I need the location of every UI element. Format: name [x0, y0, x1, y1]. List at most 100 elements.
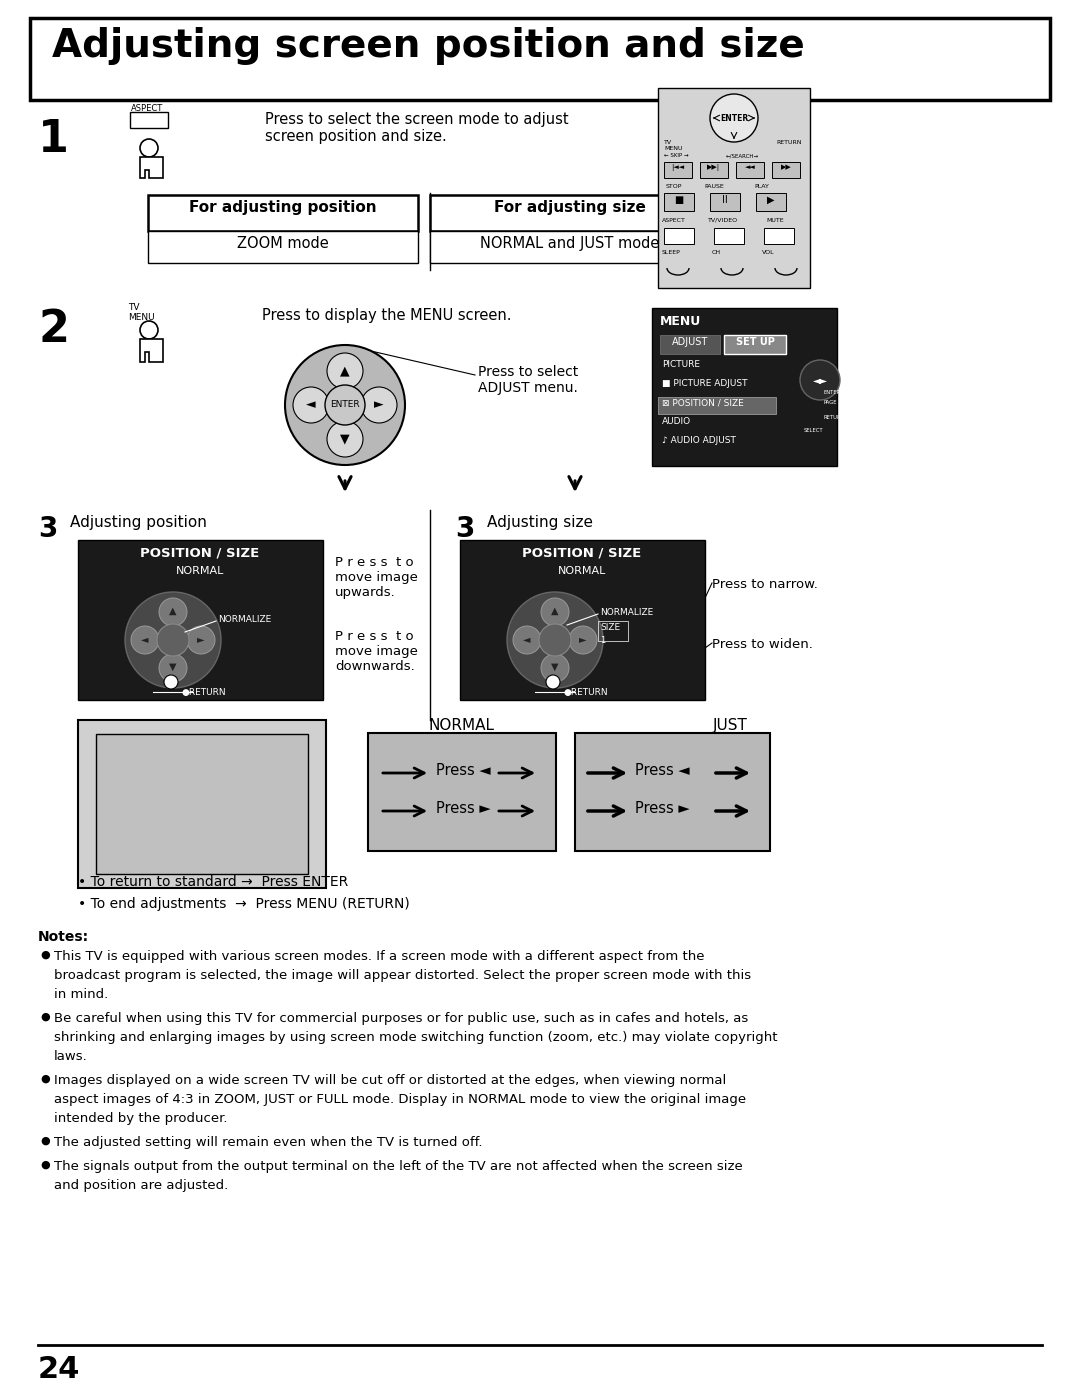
Text: ◄►: ◄►: [812, 374, 827, 386]
Text: ►: ►: [198, 634, 205, 644]
Text: Press to narrow.: Press to narrow.: [712, 578, 818, 591]
Text: ■ PICTURE ADJUST: ■ PICTURE ADJUST: [662, 379, 747, 388]
Text: NORMALIZE: NORMALIZE: [600, 608, 653, 617]
Text: ►: ►: [579, 634, 586, 644]
Circle shape: [800, 360, 840, 400]
Text: Images displayed on a wide screen TV will be cut off or distorted at the edges, : Images displayed on a wide screen TV wil…: [54, 1074, 726, 1087]
Text: laws.: laws.: [54, 1051, 87, 1063]
Bar: [430, 196, 710, 231]
Circle shape: [80, 793, 94, 807]
Circle shape: [541, 598, 569, 626]
Circle shape: [325, 386, 365, 425]
Text: ◄: ◄: [141, 634, 149, 644]
Text: ASPECT: ASPECT: [662, 218, 686, 224]
Text: 1: 1: [600, 636, 605, 645]
Bar: [78, 719, 326, 888]
Text: P r e s s  t o
move image
downwards.: P r e s s t o move image downwards.: [335, 630, 418, 673]
Circle shape: [310, 831, 324, 845]
Text: RETURN: RETURN: [824, 415, 846, 420]
Bar: [735, 162, 764, 177]
Bar: [660, 335, 720, 353]
Text: • To end adjustments  →  Press MENU (RETURN): • To end adjustments → Press MENU (RETUR…: [78, 897, 409, 911]
Bar: [460, 541, 705, 700]
Circle shape: [310, 793, 324, 807]
Text: ENTER: ENTER: [720, 115, 748, 123]
Text: ADJUST: ADJUST: [672, 337, 708, 346]
Circle shape: [569, 626, 597, 654]
Text: ▲: ▲: [551, 606, 558, 616]
Text: ENTER: ENTER: [824, 390, 841, 395]
Bar: [664, 228, 694, 244]
Text: TV/VIDEO: TV/VIDEO: [708, 218, 738, 224]
Text: PAUSE: PAUSE: [704, 184, 724, 189]
Bar: [756, 193, 786, 211]
Circle shape: [140, 138, 158, 156]
Text: Be careful when using this TV for commercial purposes or for public use, such as: Be careful when using this TV for commer…: [54, 1011, 748, 1025]
Text: ■: ■: [674, 196, 684, 205]
Circle shape: [159, 654, 187, 682]
Text: ◄◄: ◄◄: [744, 163, 755, 170]
Text: ▼: ▼: [551, 662, 558, 672]
Text: Press to select the screen mode to adjust
screen position and size.: Press to select the screen mode to adjus…: [265, 112, 569, 144]
Circle shape: [361, 387, 397, 423]
Circle shape: [80, 831, 94, 845]
Text: ▼: ▼: [170, 662, 177, 672]
Text: ●: ●: [40, 1074, 50, 1084]
Text: NORMAL: NORMAL: [557, 566, 606, 576]
Circle shape: [125, 592, 221, 687]
Text: Adjusting position: Adjusting position: [70, 515, 207, 529]
Text: MENU: MENU: [660, 314, 701, 328]
Circle shape: [327, 353, 363, 388]
Bar: [575, 733, 770, 851]
Text: SIZE: SIZE: [600, 623, 620, 631]
Text: and position are adjusted.: and position are adjusted.: [54, 1179, 228, 1192]
Circle shape: [80, 754, 94, 768]
Text: VOL: VOL: [762, 250, 774, 256]
Bar: [724, 335, 786, 353]
Bar: [130, 112, 168, 129]
Polygon shape: [140, 339, 163, 362]
Text: 3: 3: [455, 515, 474, 543]
Text: ●: ●: [40, 1136, 50, 1146]
Text: TV
MENU: TV MENU: [664, 140, 683, 151]
Text: AUDIO: AUDIO: [662, 416, 691, 426]
Circle shape: [539, 624, 571, 657]
Text: ENTER: ENTER: [330, 400, 360, 409]
Text: PAGE: PAGE: [824, 400, 837, 405]
Text: Press to widen.: Press to widen.: [712, 638, 813, 651]
Text: shrinking and enlarging images by using screen mode switching function (zoom, et: shrinking and enlarging images by using …: [54, 1031, 778, 1044]
Text: ♪ AUDIO ADJUST: ♪ AUDIO ADJUST: [662, 436, 735, 446]
Bar: [664, 162, 692, 177]
Bar: [714, 228, 744, 244]
Text: broadcast program is selected, the image will appear distorted. Select the prope: broadcast program is selected, the image…: [54, 970, 751, 982]
Circle shape: [140, 321, 158, 339]
Circle shape: [152, 754, 252, 854]
Text: 1: 1: [38, 117, 69, 161]
Text: The signals output from the output terminal on the left of the TV are not affect: The signals output from the output termi…: [54, 1160, 743, 1173]
Circle shape: [546, 675, 561, 689]
Bar: [96, 733, 308, 875]
Text: Press ◄: Press ◄: [635, 763, 690, 778]
Text: P r e s s  t o
move image
upwards.: P r e s s t o move image upwards.: [335, 556, 418, 599]
Bar: [710, 193, 740, 211]
Bar: [700, 162, 728, 177]
Bar: [664, 193, 694, 211]
Text: The adjusted setting will remain even when the TV is turned off.: The adjusted setting will remain even wh…: [54, 1136, 483, 1148]
Text: ZOOM mode: ZOOM mode: [238, 236, 329, 251]
Text: This TV is equipped with various screen modes. If a screen mode with a different: This TV is equipped with various screen …: [54, 950, 704, 963]
Circle shape: [285, 345, 405, 465]
Text: ◄: ◄: [523, 634, 530, 644]
Bar: [30, 18, 1050, 101]
Text: MUTE: MUTE: [766, 218, 784, 224]
Text: Press to select
ADJUST menu.: Press to select ADJUST menu.: [478, 365, 578, 395]
Bar: [658, 397, 777, 414]
Text: Press to display the MENU screen.: Press to display the MENU screen.: [262, 307, 512, 323]
Text: Press ►: Press ►: [436, 800, 490, 816]
Text: NORMAL: NORMAL: [176, 566, 225, 576]
Text: ▼: ▼: [340, 432, 350, 446]
Text: ●: ●: [40, 950, 50, 960]
Circle shape: [507, 592, 603, 687]
Text: PLAY: PLAY: [754, 184, 769, 189]
Text: ◄: ◄: [307, 398, 315, 411]
Bar: [652, 307, 837, 467]
